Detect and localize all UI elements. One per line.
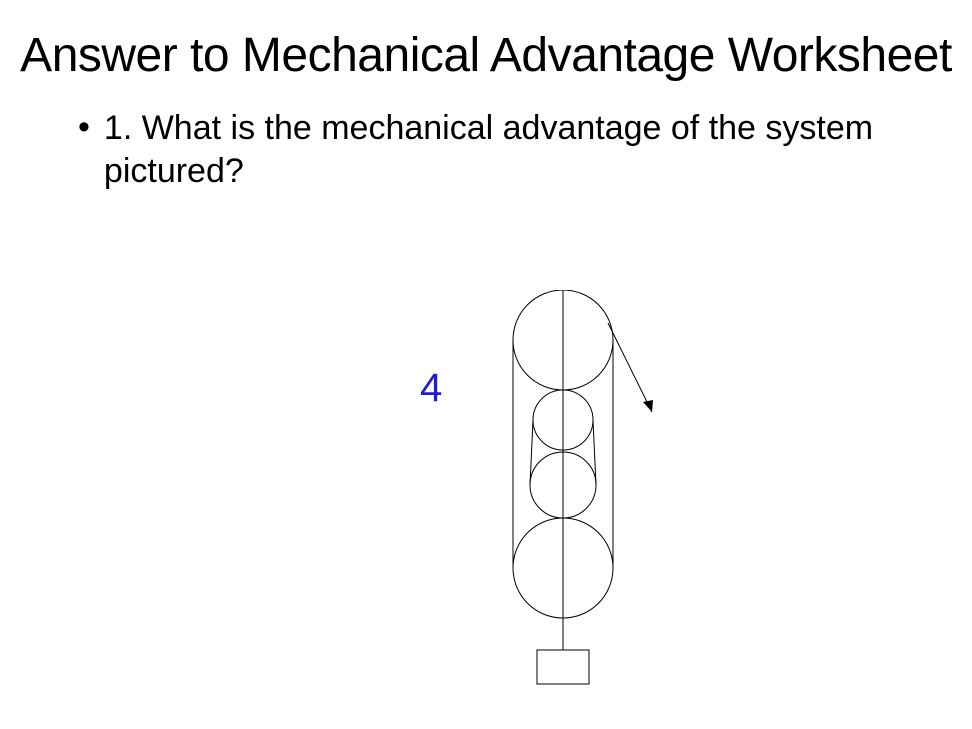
pulley-svg	[490, 290, 710, 700]
answer-value: 4	[420, 366, 442, 411]
slide-title: Answer to Mechanical Advantage Worksheet	[0, 0, 972, 83]
question-text: 1. What is the mechanical advantage of t…	[104, 107, 912, 192]
question-bullet: • 1. What is the mechanical advantage of…	[78, 107, 912, 192]
pulley-diagram	[490, 290, 710, 700]
bullet-marker: •	[78, 107, 90, 148]
